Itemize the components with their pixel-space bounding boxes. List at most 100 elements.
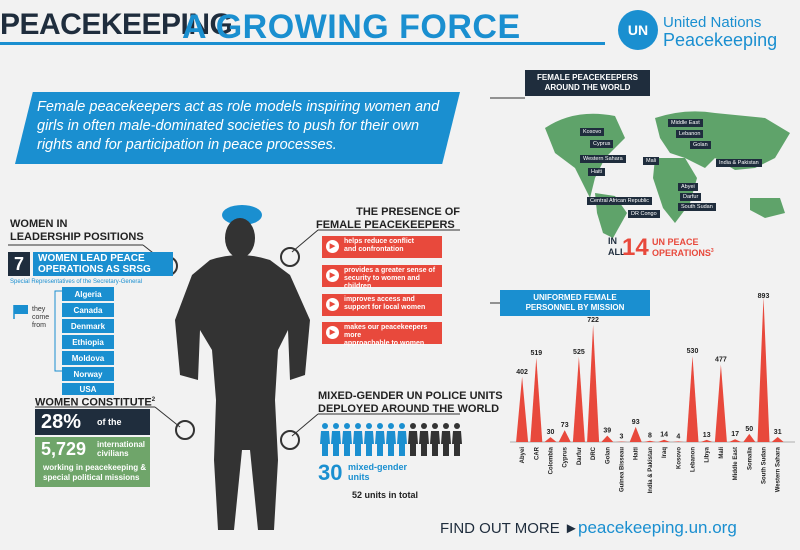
chart-value-label: 4 xyxy=(676,433,680,440)
women-constitute-heading: WOMEN CONSTITUTE2 xyxy=(35,394,155,410)
find-out-more: FIND OUT MORE ► xyxy=(440,520,579,537)
map-label-lebanon: Lebanon xyxy=(676,130,704,138)
chart-title: UNIFORMED FEMALE PERSONNEL BY MISSION xyxy=(525,293,625,312)
women-constitute-callout-icon xyxy=(175,420,195,440)
srsg-note: Special Representatives of the Secretary… xyxy=(10,279,143,285)
ops-in: IN xyxy=(608,236,617,246)
chart-value-label: 50 xyxy=(745,426,753,433)
chart-value-label: 893 xyxy=(758,293,770,300)
presence-item-3: ▶ improves access and support for local wo… xyxy=(322,294,442,316)
chart-category-label: DRC xyxy=(591,446,597,460)
chart-peak-india-pakistan xyxy=(643,440,656,442)
police-unit-icon xyxy=(408,423,418,456)
play-icon: ▶ xyxy=(326,326,339,339)
chart-category-label: India & Pakistan xyxy=(648,447,654,494)
website-link[interactable]: peacekeeping.un.org xyxy=(578,518,737,537)
chart-peak-colombia xyxy=(544,437,557,442)
play-icon: ▶ xyxy=(326,298,339,311)
chart-peak-cyprus xyxy=(558,430,571,442)
title-part-2: A GROWING FORCE xyxy=(182,8,521,46)
map-heading-1: FEMALE PEACEKEEPERS xyxy=(537,73,638,82)
chart-category-label: Cyprus xyxy=(563,446,569,467)
they-come-from: they come from xyxy=(32,306,50,329)
chart-category-label: Kosovo xyxy=(676,447,682,469)
police-unit-mixed-icon xyxy=(342,423,352,456)
chart-value-label: 525 xyxy=(573,349,585,356)
chart-value-label: 31 xyxy=(774,429,782,436)
chart-value-label: 14 xyxy=(660,432,668,439)
police-unit-mixed-icon xyxy=(375,423,385,456)
map-label-car: Central African Republic xyxy=(587,197,653,205)
percent-block: 28% of the xyxy=(35,409,150,435)
country-ethiopia: Ethiopia xyxy=(62,335,114,349)
mixed-units: 30 xyxy=(318,460,342,486)
chart-category-label: Darfur xyxy=(577,446,583,465)
chart-peak-darfur xyxy=(572,356,585,442)
org-name-line2: Peacekeeping xyxy=(663,30,778,50)
leadership-count: 7 xyxy=(8,252,30,276)
intro-banner: Female peacekeepers act as role models i… xyxy=(15,92,460,164)
chart-peak-south-sudan xyxy=(757,297,770,442)
chart-value-label: 402 xyxy=(516,369,528,376)
police-unit-mixed-icon xyxy=(397,423,407,456)
chart-value-label: 8 xyxy=(648,433,652,440)
civilians-label-2: civilians xyxy=(97,449,129,458)
chart-peak-lebanon xyxy=(686,356,699,442)
civilians-detail-2: special political missions xyxy=(43,473,140,482)
chart-peak-haiti xyxy=(629,426,642,442)
chart-peak-abyei xyxy=(516,376,529,442)
police-unit-icon xyxy=(452,423,462,456)
leadership-heading-1: WOMEN IN xyxy=(10,218,68,230)
presence-item-2-line1: provides a greater sense of xyxy=(344,267,436,274)
title-part-1: PEACEKEEPING xyxy=(0,8,233,41)
presence-item-2: ▶ provides a greater sense of security to … xyxy=(322,265,442,290)
presence-item-3-line1: improves access and xyxy=(344,296,415,303)
chart-category-label: Middle East xyxy=(733,447,739,480)
police-unit-icon xyxy=(419,423,429,456)
presence-heading-1: THE PRESENCE OF xyxy=(356,206,460,218)
chart-heading: UNIFORMED FEMALE PERSONNEL BY MISSION xyxy=(500,290,650,316)
country-norway: Norway xyxy=(62,367,114,381)
chart-value-label: 39 xyxy=(603,428,611,435)
police-callout-icon xyxy=(280,430,300,450)
leadership-heading-2: LEADERSHIP POSITIONS xyxy=(10,231,144,243)
chart-category-label: Somalia xyxy=(747,446,753,470)
police-unit-icon xyxy=(441,423,451,456)
presence-callout-icon xyxy=(280,247,300,267)
presence-item-1-line2: and confrontation xyxy=(344,246,404,253)
chart-value-label: 73 xyxy=(561,422,569,429)
police-unit-mixed-icon xyxy=(331,423,341,456)
play-icon: ▶ xyxy=(326,269,339,282)
country-bracket xyxy=(54,290,62,372)
chart-category-label: Abyei xyxy=(520,447,526,464)
chart-peak-middle-east xyxy=(729,439,742,442)
chart-value-label: 477 xyxy=(715,357,727,364)
peacekeeper-silhouette xyxy=(175,205,310,530)
chart-category-label: Libya xyxy=(705,446,711,462)
leadership-label-1: WOMEN LEAD PEACE xyxy=(38,253,145,264)
percent-value: 28% xyxy=(41,411,82,433)
presence-item-1-line1: helps reduce conflict xyxy=(344,238,415,245)
police-unit-mixed-icon xyxy=(320,423,330,456)
map-label-india-pakistan: India & Pakistan xyxy=(716,159,762,167)
map-label-darfur: Darfur xyxy=(680,193,702,201)
police-total: 52 units in total xyxy=(352,490,419,500)
map-label-dr-congo: DR Congo xyxy=(628,210,660,218)
ops-all: ALL xyxy=(608,247,626,257)
police-units-icons xyxy=(320,423,462,456)
presence-item-4-line2: approachable to women xyxy=(344,340,425,347)
mixed-label-2: units xyxy=(348,472,370,482)
police-unit-mixed-icon xyxy=(353,423,363,456)
ops-label-1: UN PEACE xyxy=(652,237,699,247)
ops-count: 14 xyxy=(622,234,649,261)
chart-category-label: Golan xyxy=(605,447,611,464)
chart-peak-golan xyxy=(601,435,614,442)
female-personnel-chart: 402 Abyei 519 CAR 30 Colombia 73 Cyprus 525 Darfu… xyxy=(510,293,795,494)
chart-peak-libya xyxy=(700,439,713,442)
country-canada: Canada xyxy=(62,303,114,317)
women-constitute-footnote: 2 xyxy=(151,397,156,403)
police-heading-2: DEPLOYED AROUND THE WORLD xyxy=(318,403,500,415)
police-unit-mixed-icon xyxy=(364,423,374,456)
map-label-golan: Golan xyxy=(690,141,711,149)
map-heading-2: AROUND THE WORLD xyxy=(544,83,631,92)
